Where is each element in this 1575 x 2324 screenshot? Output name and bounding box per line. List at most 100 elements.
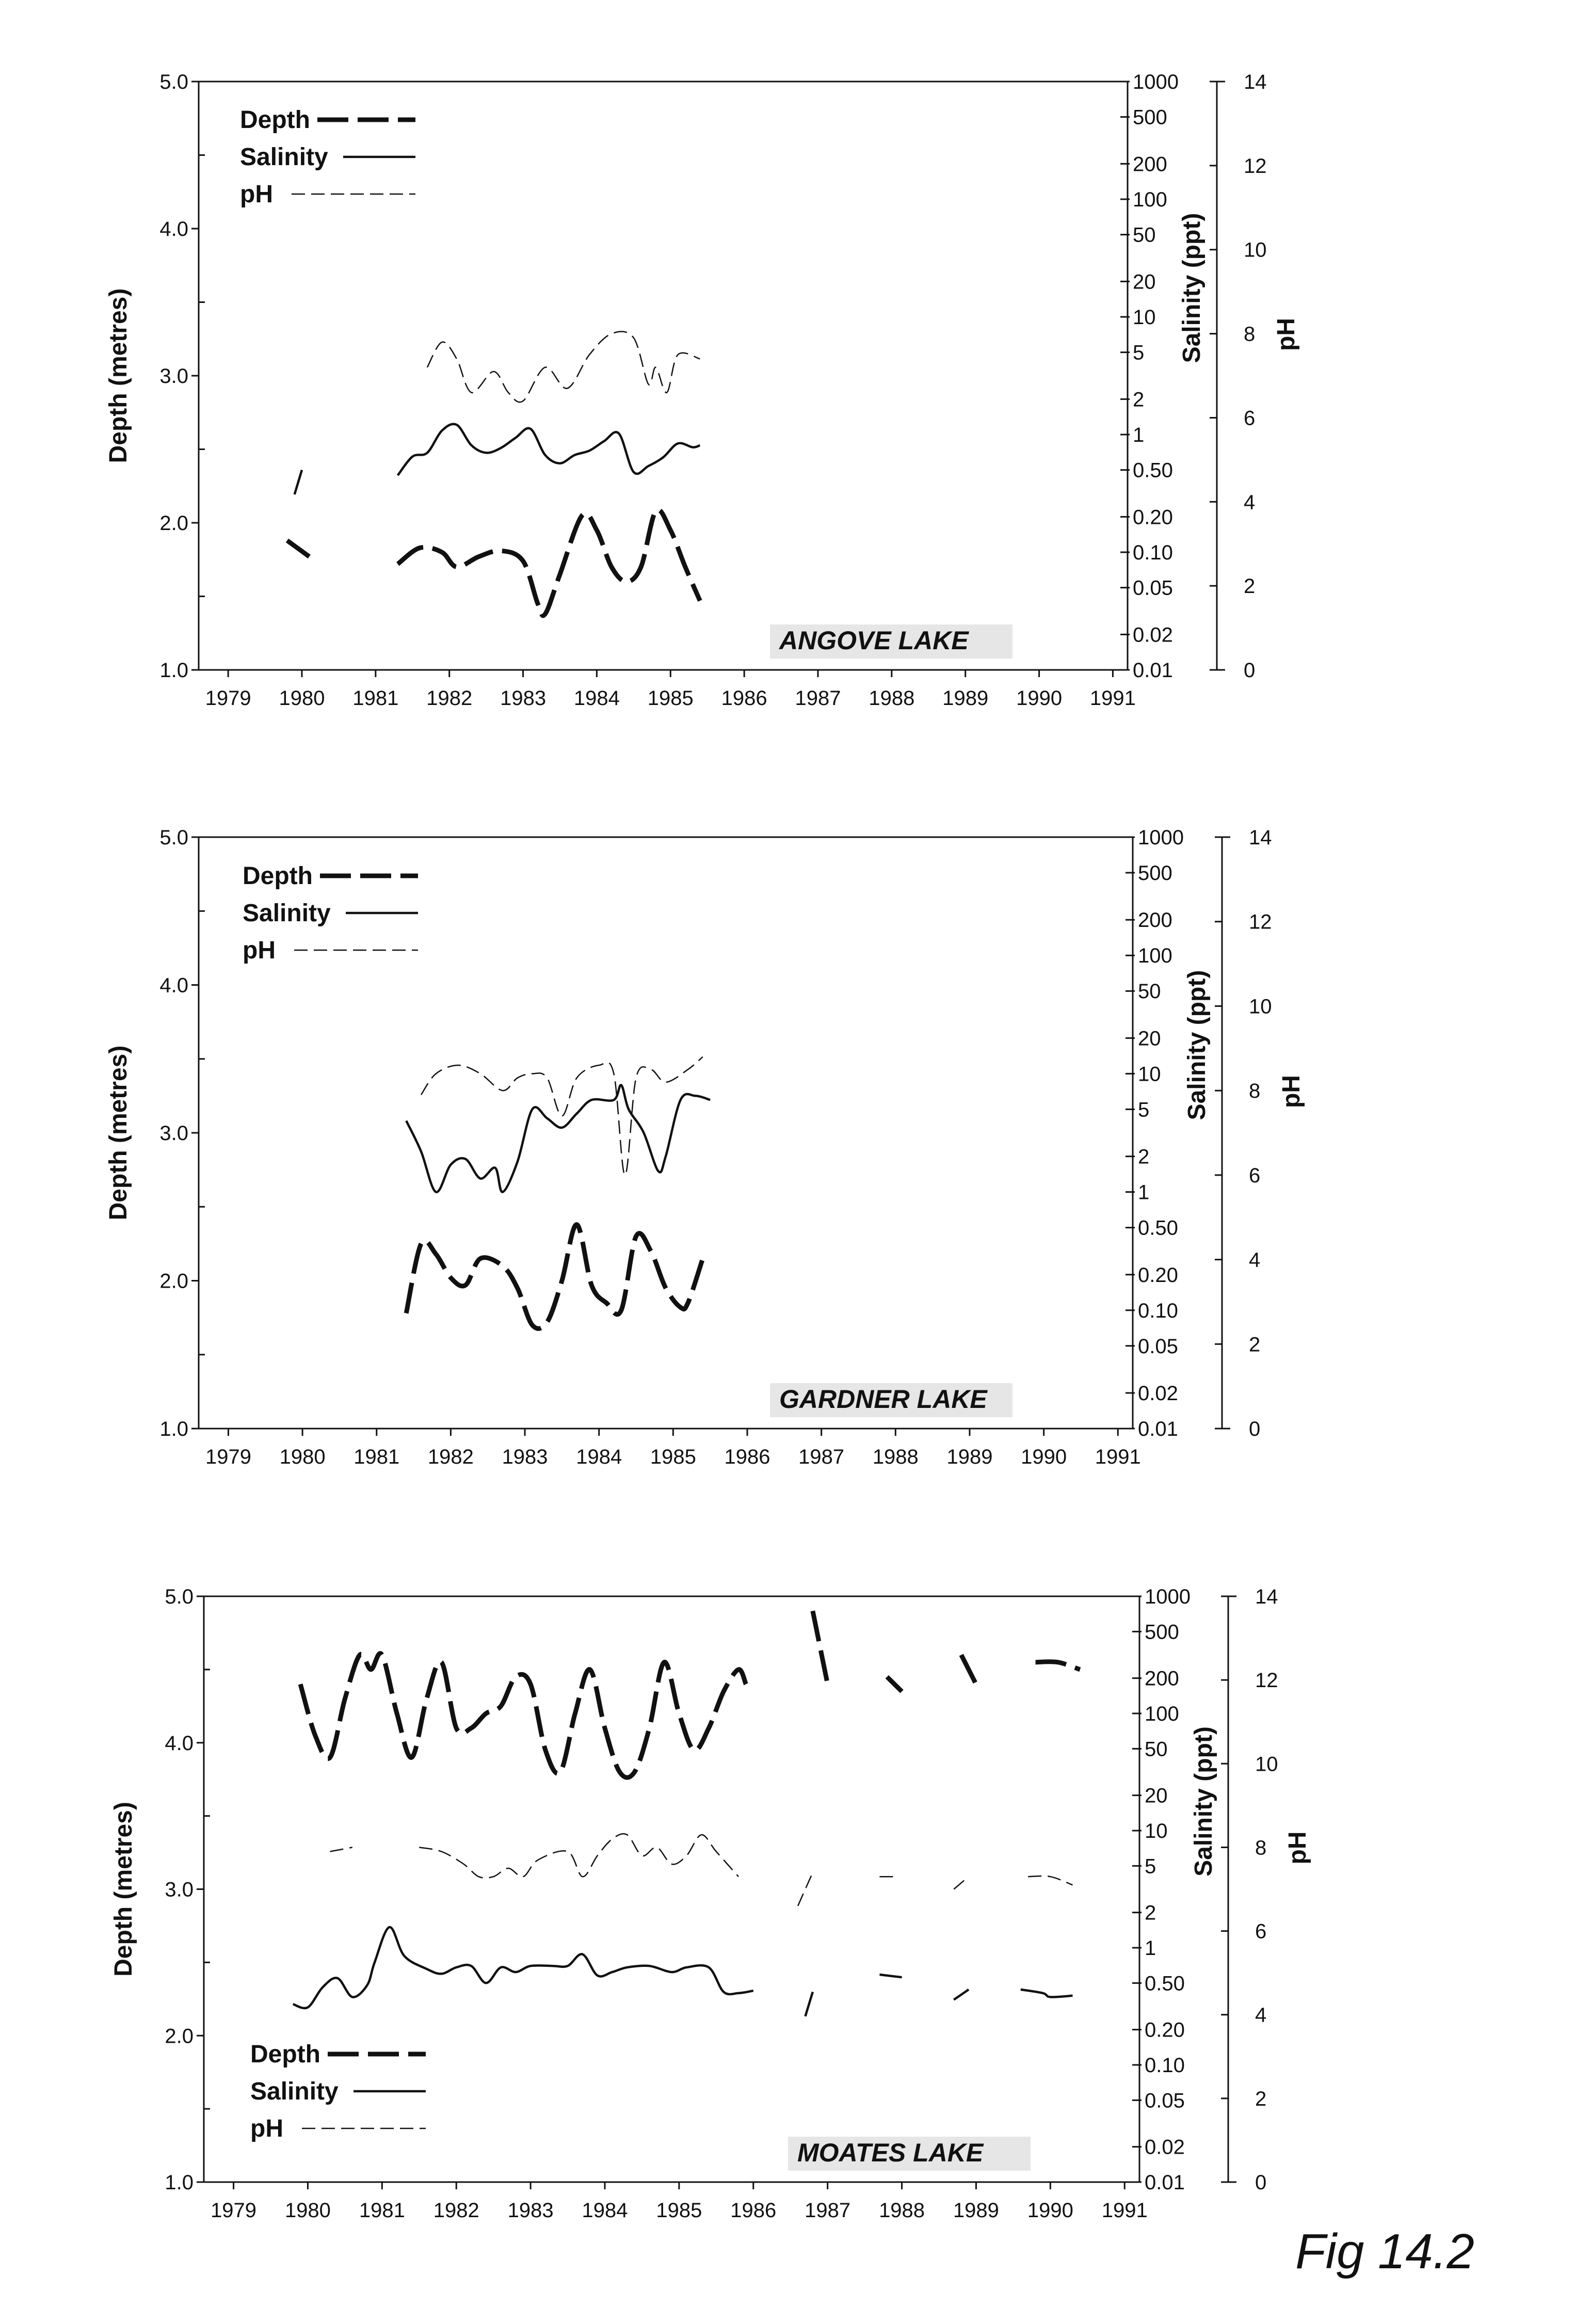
lake-name: MOATES LAKE <box>797 2138 984 2167</box>
year-tick-label: 1985 <box>650 1446 696 1468</box>
ph-series-line <box>419 1833 739 1879</box>
legend-label-depth: Depth <box>243 862 313 890</box>
ph-tick-label: 2 <box>1244 575 1255 598</box>
ph-tick-label: 2 <box>1249 1333 1260 1356</box>
depth-series-line <box>810 1610 830 1685</box>
salinity-tick-label: 1 <box>1145 1937 1156 1960</box>
year-tick-label: 1980 <box>279 687 325 710</box>
depth-series-line <box>959 1654 978 1686</box>
ph-tick-label: 10 <box>1244 239 1267 262</box>
year-tick-label: 1989 <box>946 1446 992 1468</box>
year-tick-label: 1982 <box>433 2199 479 2222</box>
year-tick-label: 1979 <box>205 687 251 710</box>
salinity-tick-label: 500 <box>1133 106 1167 129</box>
year-tick-label: 1980 <box>280 1446 326 1468</box>
lake-name: GARDNER LAKE <box>779 1385 988 1414</box>
ph-series-line <box>953 1876 969 1890</box>
salinity-axis-title: Salinity (ppt) <box>1190 1726 1217 1877</box>
year-tick-label: 1983 <box>502 1446 548 1468</box>
salinity-tick-label: 50 <box>1133 224 1156 247</box>
salinity-tick-label: 100 <box>1133 188 1167 211</box>
salinity-tick-label: 50 <box>1138 980 1161 1003</box>
salinity-tick-label: 0.05 <box>1138 1335 1178 1358</box>
ph-series-line <box>797 1872 814 1906</box>
depth-series-line <box>298 1651 748 1780</box>
salinity-tick-label: 10 <box>1145 1820 1168 1842</box>
salinity-tick-label: 0.02 <box>1145 2136 1185 2159</box>
depth-series-line <box>885 1675 904 1693</box>
salinity-tick-label: 0.20 <box>1133 506 1173 528</box>
year-tick-label: 1982 <box>428 1446 474 1468</box>
year-tick-label: 1984 <box>576 1446 622 1468</box>
ph-series-line <box>330 1847 353 1852</box>
year-tick-label: 1980 <box>285 2199 331 2222</box>
salinity-tick-label: 0.50 <box>1133 459 1173 482</box>
salinity-series-line <box>292 1926 754 2010</box>
salinity-tick-label: 5 <box>1133 342 1144 364</box>
ph-tick-label: 12 <box>1249 911 1272 934</box>
year-tick-label: 1991 <box>1090 687 1136 710</box>
ph-axis-title: pH <box>1278 1075 1305 1108</box>
depth-tick-label: 2.0 <box>159 1270 188 1293</box>
salinity-tick-label: 0.01 <box>1145 2171 1185 2194</box>
depth-axis-title: Depth (metres) <box>110 1802 137 1977</box>
salinity-tick-label: 1000 <box>1133 71 1179 93</box>
salinity-series-line <box>293 469 303 495</box>
year-tick-label: 1990 <box>1027 2199 1073 2222</box>
salinity-tick-label: 10 <box>1133 306 1156 329</box>
ph-series-line <box>1028 1875 1073 1886</box>
salinity-tick-label: 0.20 <box>1138 1264 1178 1287</box>
year-tick-label: 1987 <box>805 2199 850 2222</box>
salinity-tick-label: 500 <box>1138 862 1172 885</box>
depth-tick-label: 2.0 <box>159 512 188 535</box>
lake-name-backdrop <box>770 1383 1012 1417</box>
salinity-tick-label: 5 <box>1138 1098 1149 1121</box>
legend-label-salinity: Salinity <box>243 900 331 927</box>
depth-series-line <box>1035 1659 1081 1672</box>
ph-tick-label: 4 <box>1244 491 1255 514</box>
salinity-tick-label: 0.20 <box>1145 2019 1185 2042</box>
ph-tick-label: 14 <box>1249 826 1272 849</box>
ph-tick-label: 10 <box>1255 1753 1278 1775</box>
depth-tick-label: 5.0 <box>159 826 188 849</box>
salinity-tick-label: 0.02 <box>1133 623 1173 646</box>
year-tick-label: 1986 <box>730 2199 776 2222</box>
year-tick-label: 1981 <box>352 687 398 710</box>
salinity-axis-title: Salinity (ppt) <box>1178 213 1206 363</box>
ph-tick-label: 0 <box>1249 1418 1260 1440</box>
year-tick-label: 1981 <box>359 2199 405 2222</box>
salinity-tick-label: 50 <box>1145 1738 1168 1760</box>
legend: Depth Salinity pH <box>240 106 415 208</box>
figure-caption: Fig 14.2 <box>1295 2224 1474 2279</box>
salinity-tick-label: 0.10 <box>1133 541 1173 564</box>
depth-series-line <box>285 538 311 559</box>
ph-tick-label: 4 <box>1249 1249 1260 1272</box>
salinity-tick-label: 200 <box>1138 909 1172 932</box>
legend-label-depth: Depth <box>250 2041 320 2068</box>
ph-tick-label: 0 <box>1244 659 1255 682</box>
legend-label-depth: Depth <box>240 106 310 134</box>
year-tick-label: 1990 <box>1016 687 1062 710</box>
salinity-tick-label: 0.02 <box>1138 1382 1178 1405</box>
legend-label-ph: pH <box>240 181 273 208</box>
ph-tick-label: 8 <box>1249 1080 1260 1102</box>
salinity-tick-label: 20 <box>1145 1785 1168 1807</box>
year-tick-label: 1983 <box>500 687 546 710</box>
salinity-tick-label: 0.01 <box>1133 659 1173 682</box>
salinity-axis-title: Salinity (ppt) <box>1183 970 1211 1120</box>
ph-tick-label: 6 <box>1255 1920 1266 1943</box>
legend-label-ph: pH <box>243 937 276 964</box>
salinity-tick-label: 2 <box>1138 1146 1149 1168</box>
salinity-series-line <box>953 1989 970 2001</box>
legend: Depth Salinity pH <box>250 2041 426 2142</box>
salinity-tick-label: 2 <box>1133 388 1144 411</box>
salinity-series-line <box>405 1084 711 1193</box>
depth-series-line <box>396 507 702 618</box>
year-tick-label: 1979 <box>211 2199 256 2222</box>
year-tick-label: 1983 <box>508 2199 554 2222</box>
salinity-tick-label: 5 <box>1145 1855 1156 1878</box>
lake-name: ANGOVE LAKE <box>778 626 969 655</box>
salinity-tick-label: 1000 <box>1145 1585 1191 1608</box>
year-tick-label: 1982 <box>426 687 472 710</box>
salinity-tick-label: 1000 <box>1138 826 1184 849</box>
